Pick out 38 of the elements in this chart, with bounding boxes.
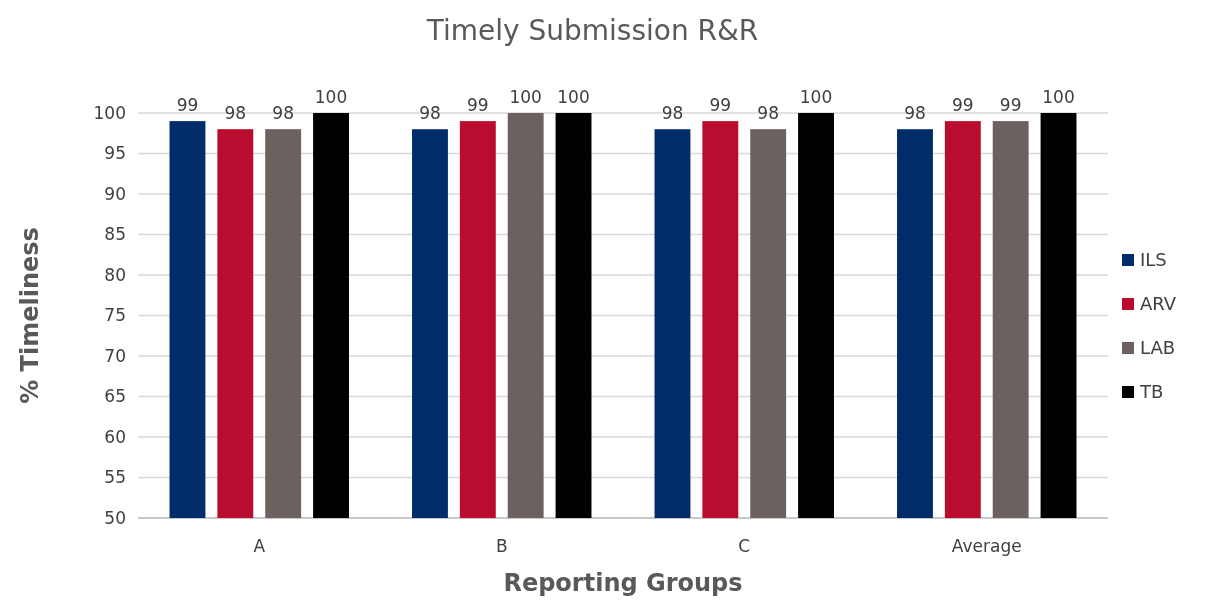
y-tick-label: 60 (104, 426, 126, 447)
data-label: 100 (557, 87, 590, 107)
y-tick-label: 85 (104, 224, 126, 245)
data-label: 98 (272, 103, 294, 124)
data-label: 98 (224, 103, 247, 124)
y-tick-label: 50 (104, 507, 126, 528)
data-label: 98 (419, 103, 441, 124)
y-tick-label: 80 (104, 264, 126, 285)
data-label: 99 (999, 95, 1022, 116)
x-tick-label: C (738, 536, 751, 556)
data-label: 100 (314, 87, 348, 107)
data-label: 98 (904, 103, 926, 124)
x-axis-title: Reporting Groups (503, 569, 743, 597)
data-label: 99 (709, 95, 732, 116)
x-tick-label: B (495, 536, 508, 556)
data-label: 100 (509, 87, 542, 107)
data-label: 99 (467, 95, 489, 116)
y-tick-label: 70 (104, 345, 126, 366)
y-tick-label: 95 (104, 143, 126, 164)
data-label: 100 (1042, 87, 1075, 107)
data-label: 99 (176, 95, 199, 116)
chart-title: Timely Submission R&R (425, 14, 759, 47)
y-tick-label: 55 (104, 467, 126, 488)
y-axis-title: % Timeliness (16, 227, 44, 404)
y-tick-label: 65 (104, 386, 126, 407)
data-label: 99 (952, 95, 974, 116)
y-tick-label: 75 (104, 305, 126, 326)
legend-label: TB (1139, 381, 1164, 403)
data-label: 100 (799, 87, 833, 107)
legend-label: ARV (1140, 293, 1177, 315)
data-label: 98 (757, 103, 779, 124)
y-tick-label: 100 (93, 102, 126, 123)
x-tick-label: Average (951, 536, 1022, 556)
x-tick-label: A (253, 536, 266, 556)
legend-label: ILS (1140, 249, 1167, 271)
data-label: 98 (661, 103, 684, 124)
y-tick-label: 90 (104, 183, 126, 204)
legend-label: LAB (1140, 337, 1176, 359)
